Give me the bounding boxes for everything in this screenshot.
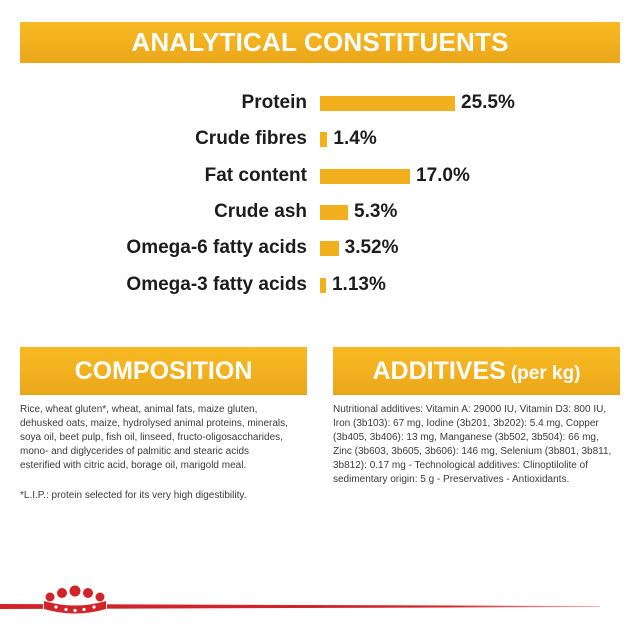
chart-row-protein: Protein 25.5% (0, 88, 640, 118)
composition-header: COMPOSITION (20, 347, 307, 395)
additives-line: Iron (3b103): 67 mg, Iodine (3b201, 3b20… (333, 418, 599, 429)
value-label-crude-ash: 5.3% (354, 201, 398, 222)
composition-line: esterified with citric acid, borage oil,… (20, 460, 247, 471)
composition-line: mono- and diglycerides of palmitic and s… (20, 446, 249, 457)
bar-track-protein: 25.5% (320, 88, 515, 118)
analytical-constituents-banner: ANALYTICAL CONSTITUENTS (20, 22, 620, 63)
value-label-omega-6: 3.52% (344, 237, 399, 258)
chart-row-omega-6: Omega-6 fatty acids 3.52% (0, 233, 640, 263)
chart-row-omega-3: Omega-3 fatty acids 1.13% (0, 270, 640, 300)
value-label-fat-content: 17.0% (416, 165, 470, 186)
bar-track-crude-ash: 5.3% (320, 197, 397, 227)
additives-line: Zinc (3b603, 3b605, 3b606): 146 mg, Sele… (333, 446, 612, 457)
composition-heading: COMPOSITION (74, 357, 253, 385)
value-label-omega-3: 1.13% (331, 274, 386, 295)
additives-heading-suffix: (per kg) (510, 363, 581, 384)
bar-omega-3 (320, 277, 326, 293)
bar-track-fat-content: 17.0% (320, 161, 470, 191)
value-label-crude-fibres: 1.4% (333, 128, 377, 149)
composition-line: soya oil, beet pulp, fish oil, linseed, … (20, 432, 283, 443)
composition-footnote: *L.I.P.: protein selected for its very h… (20, 490, 247, 501)
brand-footer (0, 585, 600, 614)
chart-row-crude-ash: Crude ash 5.3% (0, 197, 640, 227)
chart-title: ANALYTICAL CONSTITUENTS (131, 27, 509, 57)
category-label-crude-ash: Crude ash (214, 201, 307, 222)
bar-track-omega-3: 1.13% (320, 270, 386, 300)
bar-omega-6 (320, 240, 339, 256)
category-label-crude-fibres: Crude fibres (195, 128, 307, 149)
composition-line: Rice, wheat gluten*, wheat, animal fats,… (20, 404, 258, 415)
category-label-omega-3: Omega-3 fatty acids (126, 274, 307, 295)
category-label-omega-6: Omega-6 fatty acids (126, 237, 307, 258)
chart-row-fat-content: Fat content 17.0% (0, 161, 640, 191)
value-label-protein: 25.5% (461, 92, 515, 113)
bar-protein (320, 95, 455, 111)
bar-crude-ash (320, 204, 349, 220)
additives-header: ADDITIVES (per kg) (333, 347, 620, 395)
bar-fat-content (320, 168, 410, 184)
additives-line: Nutritional additives: Vitamin A: 29000 … (333, 404, 607, 415)
additives-text: Nutritional additives: Vitamin A: 29000 … (333, 403, 620, 487)
bar-track-omega-6: 3.52% (320, 233, 399, 263)
brand-divider-line (0, 604, 600, 609)
composition-text: Rice, wheat gluten*, wheat, animal fats,… (20, 403, 307, 473)
crown-logo (43, 585, 107, 614)
bar-crude-fibres (320, 131, 328, 147)
additives-line: (3b405, 3b406): 13 mg, Manganese (3b502,… (333, 432, 599, 443)
bar-track-crude-fibres: 1.4% (320, 124, 377, 154)
category-label-fat-content: Fat content (204, 165, 307, 186)
additives-heading: ADDITIVES (372, 357, 506, 385)
additives-line: sedimentary origin: 5 g - Preservatives … (333, 474, 570, 485)
category-label-protein: Protein (241, 92, 307, 113)
composition-line: dehusked oats, maize, hydrolysed animal … (20, 418, 288, 429)
additives-line: 3b812): 0.17 mg - Technological additive… (333, 460, 588, 471)
chart-row-crude-fibres: Crude fibres 1.4% (0, 124, 640, 154)
